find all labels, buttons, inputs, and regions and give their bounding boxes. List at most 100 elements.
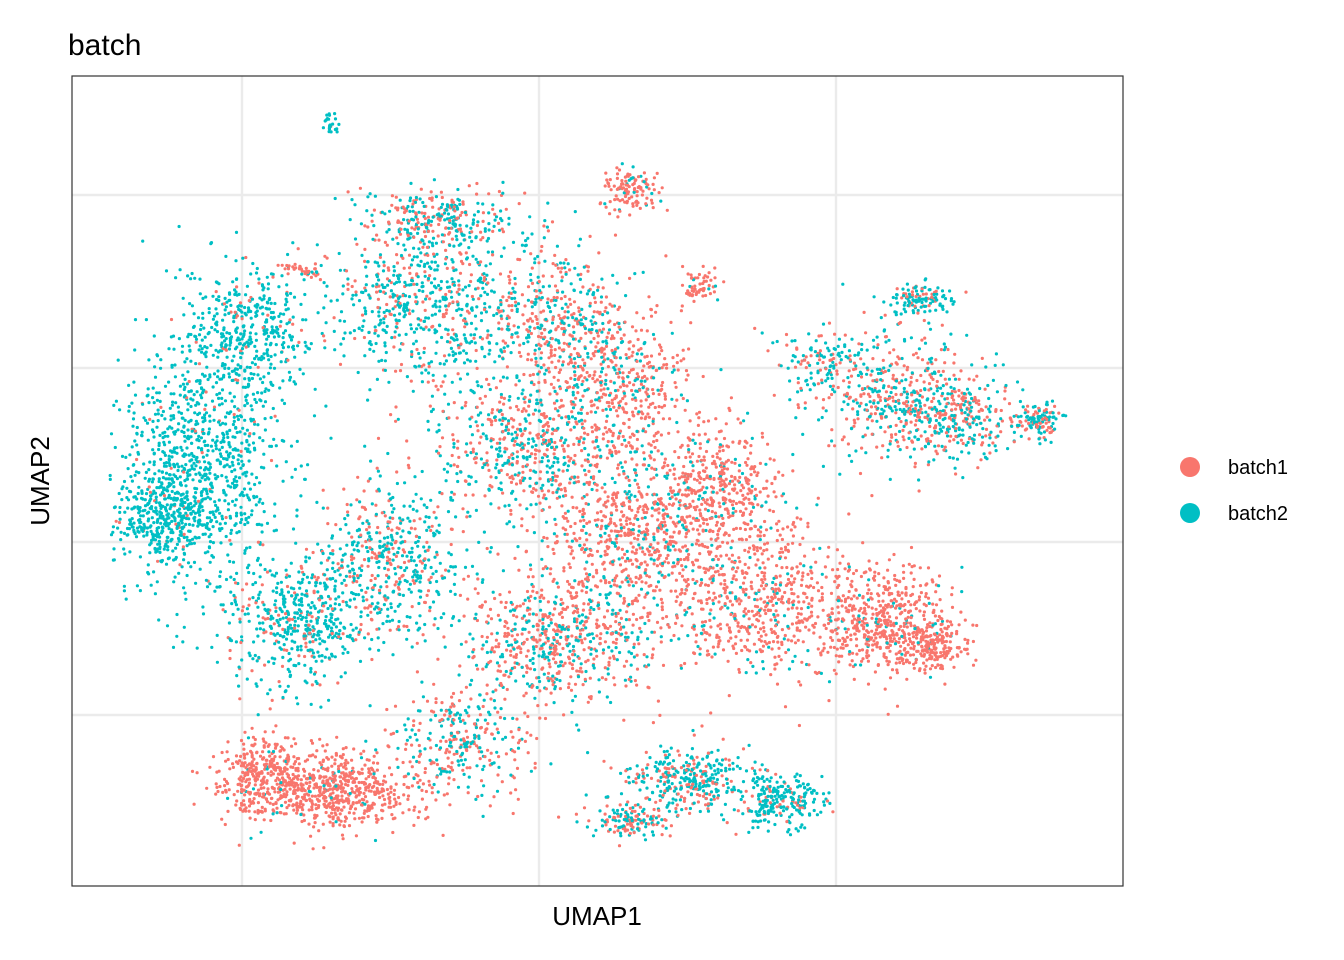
point-batch2 bbox=[195, 390, 199, 394]
point-batch2 bbox=[309, 606, 313, 610]
point-batch2 bbox=[540, 456, 545, 460]
point-batch1 bbox=[429, 575, 433, 580]
point-batch2 bbox=[337, 632, 341, 636]
point-batch2 bbox=[503, 450, 507, 454]
point-batch2 bbox=[241, 494, 246, 498]
point-batch1 bbox=[293, 591, 297, 595]
point-batch2 bbox=[530, 305, 534, 309]
point-batch2 bbox=[437, 523, 441, 527]
point-batch1 bbox=[639, 404, 643, 408]
point-batch1 bbox=[426, 589, 431, 593]
point-batch2 bbox=[352, 329, 356, 333]
point-batch1 bbox=[596, 426, 601, 430]
point-batch1 bbox=[239, 640, 243, 645]
point-batch1 bbox=[444, 568, 448, 572]
point-batch2 bbox=[566, 316, 570, 320]
point-batch2 bbox=[357, 528, 361, 532]
point-batch2 bbox=[473, 314, 478, 318]
point-batch2 bbox=[534, 356, 538, 360]
point-batch1 bbox=[405, 624, 409, 629]
point-batch2 bbox=[289, 338, 294, 342]
point-batch2 bbox=[188, 349, 192, 353]
point-batch2 bbox=[157, 477, 161, 481]
point-batch2 bbox=[258, 398, 262, 402]
point-batch2 bbox=[441, 295, 445, 299]
point-batch2 bbox=[248, 450, 252, 454]
point-batch1 bbox=[471, 493, 475, 497]
point-batch1 bbox=[554, 263, 558, 267]
point-batch2 bbox=[361, 595, 365, 599]
point-batch2 bbox=[169, 503, 173, 507]
point-batch2 bbox=[341, 337, 346, 341]
point-batch1 bbox=[543, 453, 548, 457]
point-batch2 bbox=[172, 416, 176, 420]
point-batch2 bbox=[445, 470, 450, 474]
point-batch2 bbox=[208, 465, 213, 469]
point-batch2 bbox=[112, 547, 116, 551]
point-batch1 bbox=[354, 605, 358, 609]
point-batch1 bbox=[676, 368, 680, 372]
point-batch1 bbox=[363, 286, 367, 290]
point-batch2 bbox=[374, 605, 378, 609]
point-batch2 bbox=[423, 566, 427, 570]
point-batch2 bbox=[368, 647, 372, 651]
point-batch1 bbox=[400, 574, 404, 578]
point-batch2 bbox=[521, 446, 525, 450]
point-batch2 bbox=[562, 462, 566, 467]
point-batch2 bbox=[273, 329, 277, 333]
point-batch2 bbox=[257, 500, 261, 504]
point-batch2 bbox=[145, 503, 150, 507]
point-batch2 bbox=[401, 529, 405, 533]
point-batch2 bbox=[534, 343, 539, 347]
point-batch1 bbox=[362, 489, 366, 493]
point-batch2 bbox=[280, 588, 284, 592]
point-batch1 bbox=[458, 251, 462, 255]
point-batch1 bbox=[423, 234, 428, 239]
point-batch1 bbox=[370, 657, 374, 662]
point-batch2 bbox=[234, 475, 238, 479]
point-batch1 bbox=[464, 400, 468, 405]
point-batch2 bbox=[152, 463, 156, 467]
point-batch1 bbox=[444, 292, 448, 297]
point-batch2 bbox=[215, 633, 219, 638]
point-batch1 bbox=[435, 553, 439, 557]
point-batch2 bbox=[215, 320, 219, 324]
point-batch1 bbox=[522, 372, 526, 377]
point-batch1 bbox=[390, 194, 394, 198]
point-batch1 bbox=[498, 437, 502, 441]
point-batch2 bbox=[465, 224, 469, 228]
point-batch1 bbox=[616, 466, 620, 470]
point-batch2 bbox=[163, 384, 168, 388]
point-batch2 bbox=[361, 290, 365, 295]
point-batch1 bbox=[515, 433, 519, 437]
point-batch2 bbox=[172, 473, 176, 477]
point-batch2 bbox=[200, 448, 204, 452]
point-batch1 bbox=[285, 648, 289, 653]
point-batch2 bbox=[160, 531, 164, 535]
point-batch2 bbox=[142, 462, 146, 466]
point-batch2 bbox=[414, 492, 418, 496]
point-batch1 bbox=[683, 408, 687, 412]
point-batch1 bbox=[318, 683, 322, 687]
point-batch2 bbox=[335, 298, 339, 302]
point-batch2 bbox=[285, 292, 289, 296]
point-batch2 bbox=[267, 358, 271, 362]
point-batch1 bbox=[590, 425, 594, 429]
point-batch2 bbox=[200, 396, 204, 400]
point-batch2 bbox=[462, 233, 466, 237]
point-batch1 bbox=[589, 331, 593, 335]
point-batch2 bbox=[181, 547, 185, 551]
point-batch2 bbox=[266, 282, 271, 286]
point-batch2 bbox=[183, 434, 187, 438]
point-batch2 bbox=[211, 353, 215, 357]
point-batch2 bbox=[489, 333, 493, 337]
point-batch2 bbox=[218, 349, 222, 353]
point-batch2 bbox=[422, 319, 427, 323]
point-batch1 bbox=[222, 302, 226, 306]
point-batch2 bbox=[451, 353, 455, 357]
point-batch2 bbox=[190, 271, 194, 276]
point-batch2 bbox=[483, 229, 487, 233]
point-batch2 bbox=[367, 522, 371, 526]
point-batch1 bbox=[486, 463, 490, 467]
point-batch2 bbox=[443, 296, 448, 300]
